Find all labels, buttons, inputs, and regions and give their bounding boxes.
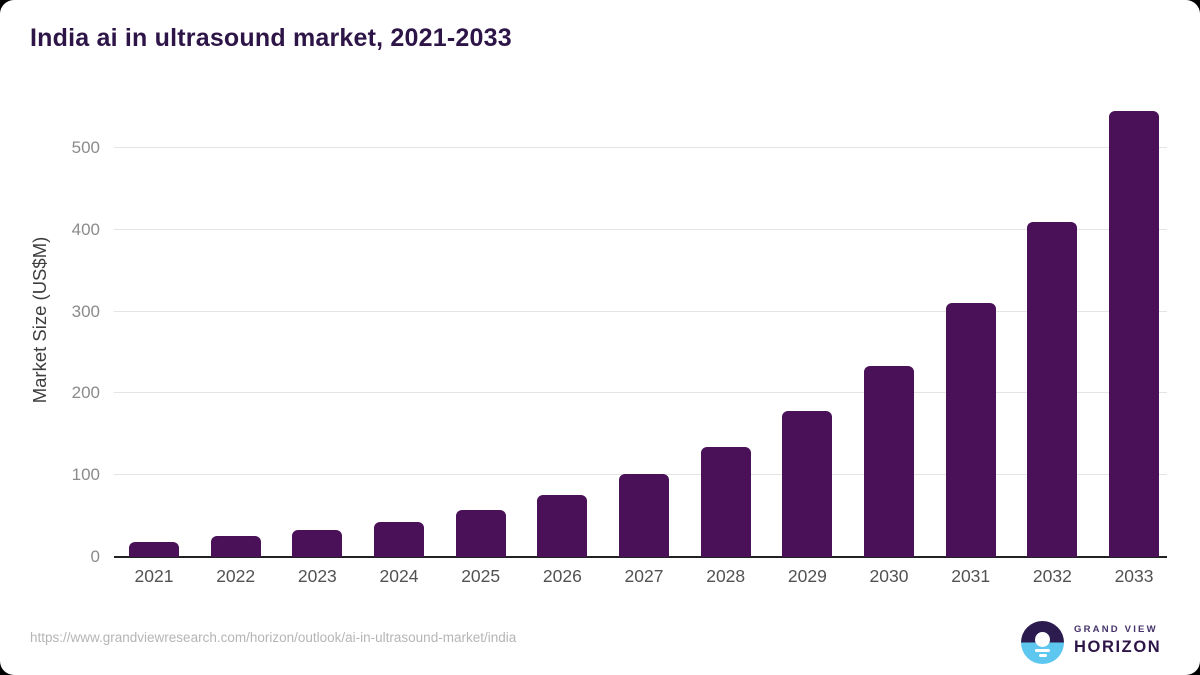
gridline-200: [114, 392, 1167, 394]
gridline-300: [114, 310, 1167, 312]
x-tick-2024: 2024: [379, 566, 419, 586]
bar-2032: [1027, 221, 1078, 557]
y-tick-400: 400: [71, 219, 100, 239]
bar-2024: [374, 521, 424, 557]
x-tick-2027: 2027: [624, 566, 664, 586]
y-tick-0: 0: [90, 547, 100, 566]
bar-2031: [945, 302, 996, 557]
bar-2033: [1109, 111, 1160, 557]
x-tick-2031: 2031: [951, 566, 991, 586]
bar-2021: [129, 542, 179, 557]
bar-2027: [619, 474, 670, 557]
x-axis-line: [114, 556, 1167, 558]
horizon-sun-icon: [1021, 621, 1064, 664]
y-tick-300: 300: [71, 301, 100, 321]
chart-title: India ai in ultrasound market, 2021-2033: [30, 24, 512, 52]
bar-2023: [292, 530, 343, 557]
logo-product-name: HORIZON: [1074, 638, 1162, 656]
bar-2025: [455, 509, 506, 557]
sun-reflection-stripe: [1035, 649, 1050, 652]
x-tick-2022: 2022: [216, 566, 256, 586]
gridline-500: [114, 147, 1167, 148]
x-tick-2030: 2030: [869, 566, 909, 586]
source-url: https://www.grandviewresearch.com/horizo…: [30, 630, 517, 645]
plot-area: [114, 108, 1167, 558]
x-tick-2026: 2026: [542, 566, 582, 586]
sun-shape: [1035, 632, 1050, 647]
x-tick-2033: 2033: [1114, 566, 1154, 586]
y-tick-100: 100: [71, 465, 100, 485]
x-tick-2029: 2029: [787, 566, 827, 586]
gridline-400: [114, 228, 1167, 230]
x-tick-2023: 2023: [297, 566, 337, 586]
y-tick-500: 500: [71, 138, 100, 157]
logo-text: GRAND VIEW HORIZON: [1074, 624, 1161, 657]
sun-reflection-stripe: [1039, 654, 1047, 657]
x-tick-2025: 2025: [461, 566, 501, 586]
x-tick-2028: 2028: [706, 566, 746, 586]
bar-2028: [700, 447, 751, 557]
bar-2022: [210, 535, 261, 557]
bar-2026: [537, 494, 588, 557]
logo-brand-name: GRAND VIEW: [1074, 624, 1158, 635]
bar-2030: [864, 365, 915, 557]
bar-2029: [782, 411, 833, 557]
y-tick-200: 200: [71, 383, 100, 403]
x-tick-2032: 2032: [1032, 566, 1072, 586]
grand-view-horizon-logo: GRAND VIEW HORIZON: [1021, 620, 1171, 666]
x-tick-2021: 2021: [134, 566, 174, 586]
